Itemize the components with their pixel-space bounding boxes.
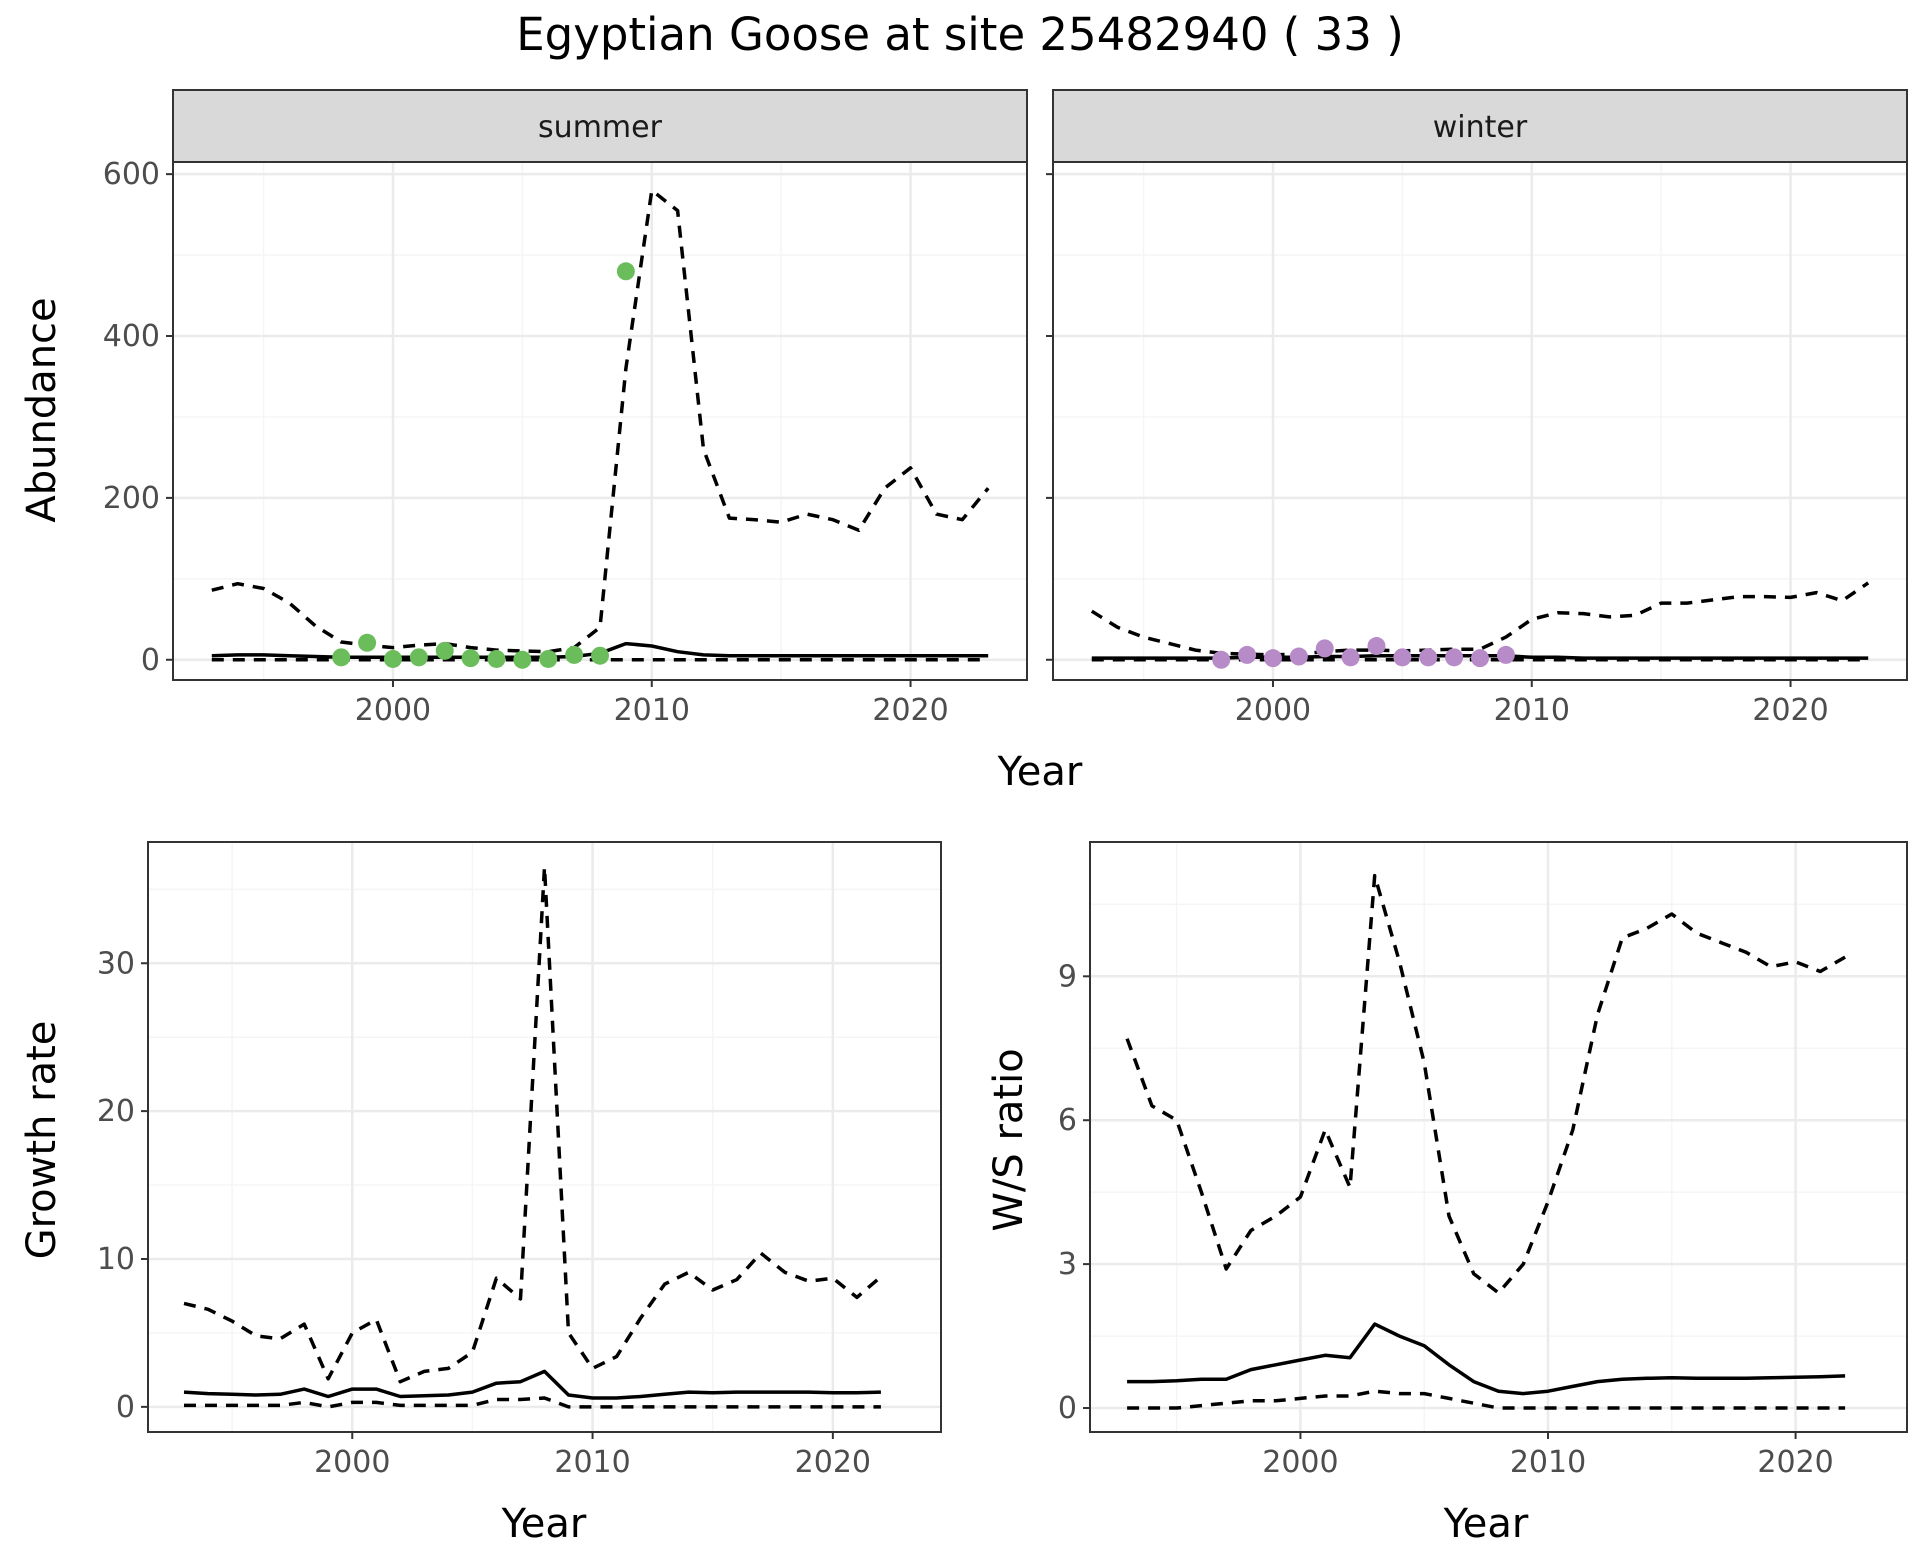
ratio-tick-label-y: 6	[1058, 1103, 1077, 1138]
winter-data-point	[1238, 645, 1257, 664]
strip-summer	[172, 89, 1028, 163]
winter-data-point	[1367, 637, 1386, 656]
growth-tick-label-y: 30	[97, 946, 135, 981]
winter-data-point	[1445, 648, 1464, 667]
growth-estimate-line	[183, 1369, 881, 1400]
summer-tick-label-x: 2010	[614, 693, 690, 728]
ratio-estimate-line	[1127, 1322, 1846, 1396]
abundance-ylabel: Abundance	[19, 297, 65, 522]
ratio-xlabel: Year	[1443, 1501, 1529, 1547]
summer-tick-label-x: 2000	[355, 693, 431, 728]
summer-data-point	[565, 645, 584, 664]
summer-data-point	[358, 633, 377, 652]
growth-ylabel: Growth rate	[19, 1021, 65, 1260]
growth-panel-border	[147, 841, 942, 1433]
summer-background	[173, 162, 1027, 680]
growth-tick-label-x: 2000	[314, 1445, 390, 1480]
plot-winter: 2000 2010 2020	[1046, 161, 1908, 728]
ratio-tick-label-y: 0	[1058, 1391, 1077, 1426]
summer-data-point	[383, 649, 402, 668]
winter-tick-label-x: 2010	[1494, 693, 1570, 728]
summer-tick-label-x: 2020	[872, 693, 948, 728]
panel-summer: summer 2000 2010 2020 0 200 400 600	[103, 89, 1028, 728]
growth-tick-label-y: 20	[97, 1094, 135, 1129]
strip-label-winter: winter	[1433, 110, 1528, 145]
growth-tick-label-x: 2020	[795, 1445, 871, 1480]
ratio-ylabel: W/S ratio	[986, 1048, 1032, 1231]
summer-data-point	[461, 649, 480, 668]
growth-xlabel: Year	[501, 1501, 587, 1547]
summer-tick-label-y: 200	[103, 481, 160, 516]
summer-data-point	[591, 646, 609, 665]
ratio-tick-label-x: 2000	[1262, 1445, 1338, 1480]
abundance-xlabel: Year	[997, 749, 1083, 795]
growth-tick-label-y: 10	[97, 1242, 135, 1277]
winter-data-point	[1341, 648, 1360, 667]
summer-upper-bound-line	[211, 188, 990, 654]
growth-lower-bound-line	[184, 1396, 881, 1409]
summer-data-point	[513, 650, 532, 669]
summer-data-point	[409, 648, 428, 667]
figure-title: Egyptian Goose at site 25482940 ( 33 )	[516, 8, 1404, 61]
ratio-upper-bound-line	[1125, 873, 1846, 1295]
strip-label-summer: summer	[538, 110, 663, 145]
plot-growth: 2000 2010 2020 0 10 20 30	[97, 841, 942, 1480]
winter-data-point	[1471, 649, 1489, 668]
summer-tick-label-y: 600	[103, 157, 160, 192]
summer-data-point	[332, 648, 351, 667]
strip-winter	[1052, 89, 1908, 163]
growth-tick-label-y: 0	[116, 1390, 135, 1425]
summer-tick-label-y: 0	[141, 643, 160, 678]
winter-background	[1053, 162, 1907, 680]
winter-data-point	[1315, 639, 1334, 658]
winter-panel-border	[1052, 161, 1908, 681]
ratio-background	[1090, 842, 1907, 1432]
plot-ratio: 2000 2010 2020 0 3 6 9	[1058, 841, 1908, 1480]
growth-tick-label-x: 2010	[554, 1445, 630, 1480]
growth-upper-bound-line	[183, 865, 883, 1384]
winter-tick-label-x: 2020	[1752, 693, 1828, 728]
panel-winter: winter 2000 2010 2020	[1046, 89, 1908, 728]
ratio-tick-label-x: 2010	[1510, 1445, 1586, 1480]
summer-tick-label-y: 400	[103, 319, 160, 354]
winter-data-point	[1496, 645, 1515, 664]
winter-data-point	[1289, 647, 1308, 666]
growth-background	[148, 842, 941, 1432]
winter-data-point	[1263, 649, 1282, 668]
summer-data-point	[616, 262, 635, 281]
summer-data-point	[487, 649, 506, 668]
ratio-tick-label-y: 9	[1058, 959, 1077, 994]
ratio-tick-label-x: 2020	[1757, 1445, 1833, 1480]
winter-data-point	[1393, 648, 1412, 667]
summer-panel-border	[172, 161, 1028, 681]
winter-tick-label-x: 2000	[1235, 693, 1311, 728]
ratio-tick-label-y: 3	[1058, 1247, 1077, 1282]
winter-data-point	[1212, 650, 1231, 669]
winter-data-point	[1419, 648, 1438, 667]
ratio-panel-border	[1089, 841, 1908, 1433]
plot-summer: 2000 2010 2020 0 200 400 600	[103, 157, 1028, 728]
summer-data-point	[539, 649, 558, 668]
ratio-lower-bound-line	[1127, 1389, 1846, 1410]
summer-data-point	[435, 641, 454, 660]
